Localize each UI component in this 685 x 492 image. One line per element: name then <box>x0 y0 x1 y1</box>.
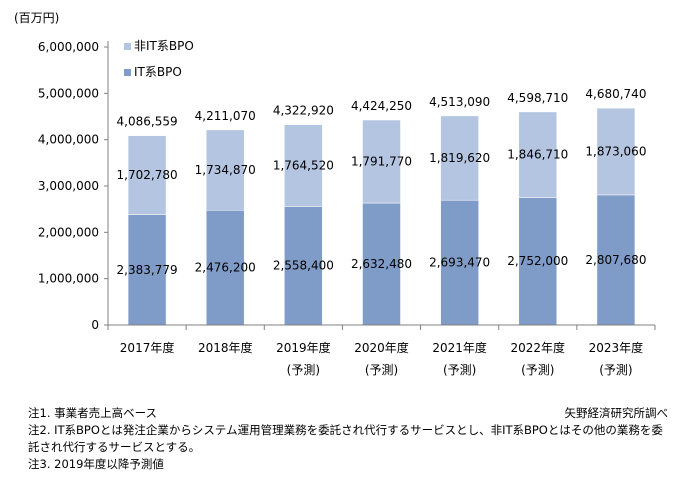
data-label-total: 4,211,070 <box>195 109 256 123</box>
note-3: 注3. 2019年度以降予測値 <box>28 457 164 471</box>
data-label-non-it-bpo: 1,791,770 <box>351 155 412 169</box>
bar-non-it-bpo <box>284 124 323 207</box>
y-tick-label: 0 <box>91 318 99 332</box>
bar-it-bpo <box>127 214 167 326</box>
y-tick-label: 4,000,000 <box>38 133 99 147</box>
legend-swatch <box>124 69 131 76</box>
data-label-it-bpo: 2,383,779 <box>117 263 178 277</box>
legend-label: 非IT系BPO <box>134 39 194 53</box>
x-tick-sublabel: (予測) <box>287 363 320 377</box>
data-label-non-it-bpo: 1,734,870 <box>195 163 256 177</box>
x-tick-sublabel: (予測) <box>365 363 398 377</box>
legend: 非IT系BPO IT系BPO <box>124 39 194 79</box>
x-tick-sublabel: (予測) <box>521 363 554 377</box>
data-label-total: 4,322,920 <box>273 104 334 118</box>
data-label-non-it-bpo: 1,764,520 <box>273 159 334 173</box>
stacked-bar-chart: (百万円) 非IT系BPO IT系BPO 0 1,000,000 2,000,000 3… <box>14 11 656 377</box>
notes-section: 注1. 事業者売上高ベース 矢野経済研究所調べ 注2. IT系BPOとは発注企業… <box>28 405 668 473</box>
x-tick-label: 2023年度 <box>589 340 644 355</box>
x-tick-label: 2022年度 <box>511 340 566 355</box>
data-label-it-bpo: 2,476,200 <box>195 261 256 275</box>
note-2: 注2. IT系BPOとは発注企業からシステム運用管理業務を委託され代行するサービ… <box>28 423 663 454</box>
data-label-non-it-bpo: 1,873,060 <box>585 145 646 159</box>
y-tick-label: 6,000,000 <box>38 40 99 54</box>
x-tick-label: 2017年度 <box>120 340 175 355</box>
bar-it-bpo <box>518 197 558 326</box>
note-1: 注1. 事業者売上高ベース <box>28 406 158 420</box>
data-label-total: 4,513,090 <box>429 95 490 109</box>
bar-non-it-bpo <box>440 115 479 201</box>
x-tick-sublabel: (予測) <box>599 363 632 377</box>
x-tick-label: 2019年度 <box>276 340 331 355</box>
data-label-total: 4,086,559 <box>117 115 178 129</box>
data-label-it-bpo: 2,558,400 <box>273 259 334 273</box>
bar-it-bpo <box>284 206 323 326</box>
bar-non-it-bpo <box>127 135 167 215</box>
bar-non-it-bpo <box>362 119 401 204</box>
bar-non-it-bpo <box>518 111 558 198</box>
legend-swatch <box>124 43 131 50</box>
x-tick-label: 2020年度 <box>354 340 409 355</box>
y-tick-label: 2,000,000 <box>38 225 99 239</box>
y-axis: 0 1,000,000 2,000,000 3,000,000 4,000,000 5,0… <box>38 40 109 332</box>
x-tick-label: 2018年度 <box>198 340 253 355</box>
bar-it-bpo <box>596 194 636 326</box>
data-label-non-it-bpo: 1,702,780 <box>117 168 178 182</box>
data-label-non-it-bpo: 1,846,710 <box>507 148 568 162</box>
note-row-1: 注1. 事業者売上高ベース 矢野経済研究所調べ <box>28 405 668 422</box>
data-label-total: 4,598,710 <box>507 91 568 105</box>
data-label-it-bpo: 2,807,680 <box>585 253 646 267</box>
data-label-total: 4,424,250 <box>351 99 412 113</box>
y-tick-label: 3,000,000 <box>38 179 99 193</box>
y-tick-label: 1,000,000 <box>38 272 99 286</box>
bar-it-bpo <box>205 210 245 326</box>
data-label-it-bpo: 2,752,000 <box>507 254 568 268</box>
x-tick-label: 2021年度 <box>432 340 487 355</box>
source-credit: 矢野経済研究所調べ <box>564 406 669 420</box>
x-tick-sublabel: (予測) <box>443 363 476 377</box>
data-label-it-bpo: 2,693,470 <box>429 256 490 270</box>
data-label-non-it-bpo: 1,819,620 <box>429 151 490 165</box>
data-label-it-bpo: 2,632,480 <box>351 257 412 271</box>
bar-non-it-bpo <box>596 107 636 196</box>
bars-group: 2,383,779 1,702,780 4,086,559 2,476,200 1,73… <box>117 87 646 326</box>
legend-label: IT系BPO <box>134 65 182 79</box>
x-axis: 2017年度 2018年度 2019年度 (予測) 2020年度 (予測) 2021年度 (予… <box>107 324 656 377</box>
bar-non-it-bpo <box>205 129 245 211</box>
y-tick-label: 5,000,000 <box>38 86 99 100</box>
y-axis-unit-label: (百万円) <box>14 11 59 25</box>
data-label-total: 4,680,740 <box>585 87 646 101</box>
